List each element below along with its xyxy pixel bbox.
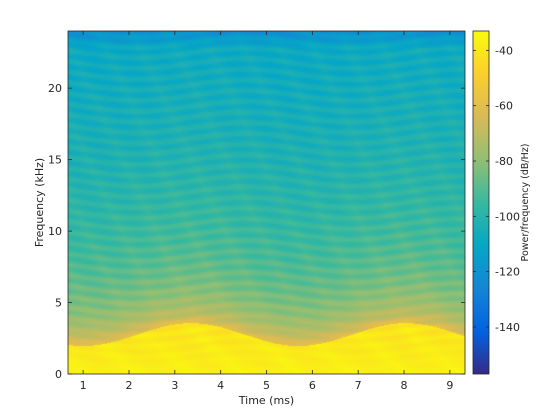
x-tick-label: 2 [125, 379, 132, 392]
x-tick-label: 6 [309, 379, 316, 392]
y-tick-label: 15 [48, 154, 62, 167]
x-tick-label: 5 [263, 379, 270, 392]
x-tick-label: 3 [171, 379, 178, 392]
spectrogram-heatmap [68, 31, 465, 374]
colorbar-gradient [472, 30, 490, 375]
plot-area [67, 30, 466, 375]
colorbar-tick-label: -80 [495, 155, 513, 168]
x-axis-ticks: 1 2 3 4 5 6 7 8 9 [80, 31, 453, 392]
x-tick-label: 8 [401, 379, 408, 392]
y-tick-label: 10 [48, 225, 62, 238]
colorbar-label: Power/frequency (dB/Hz) [520, 144, 531, 262]
y-tick-label: 0 [55, 368, 62, 381]
colorbar-tick-label: -120 [495, 266, 520, 279]
y-tick-label: 20 [48, 82, 62, 95]
colorbar-tick-label: -140 [495, 321, 520, 334]
colorbar-ticks: -40 -60 -80 -100 -120 -140 [473, 44, 520, 334]
x-tick-label: 4 [217, 379, 224, 392]
x-axis-label: Time (ms) [238, 394, 294, 407]
colorbar: -40 -60 -80 -100 -120 -140 Power/frequency (d… [472, 30, 531, 375]
y-axis-label: Frequency (kHz) [33, 158, 46, 247]
colorbar-tick-label: -40 [495, 44, 513, 57]
x-tick-label: 7 [355, 379, 362, 392]
x-tick-label: 1 [80, 379, 87, 392]
x-tick-label: 9 [446, 379, 453, 392]
y-tick-label: 5 [55, 297, 62, 310]
colorbar-tick-label: -60 [495, 100, 513, 113]
colorbar-tick-label: -100 [495, 210, 520, 223]
y-axis-ticks: 0 5 10 15 20 [48, 82, 465, 381]
